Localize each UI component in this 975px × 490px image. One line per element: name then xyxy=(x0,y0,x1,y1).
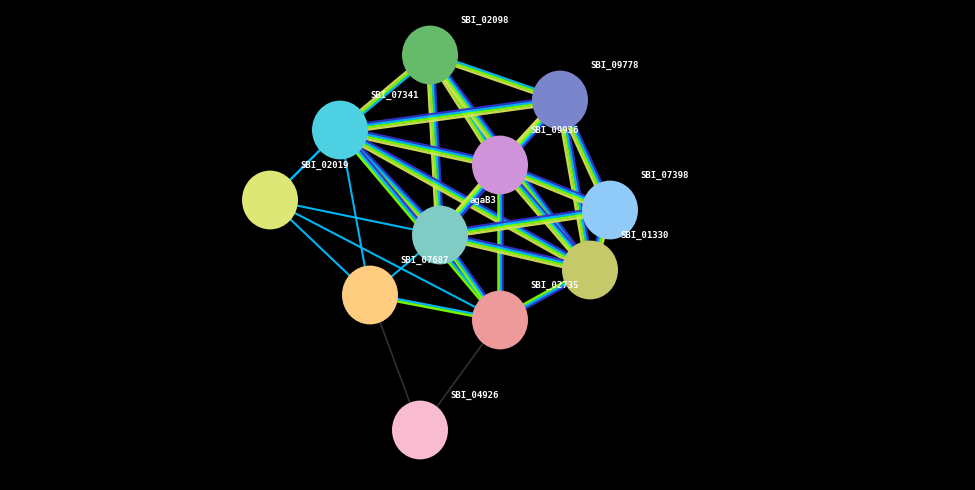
Ellipse shape xyxy=(472,136,528,195)
Ellipse shape xyxy=(312,100,368,159)
Text: SBI_09936: SBI_09936 xyxy=(530,126,578,135)
Ellipse shape xyxy=(412,206,468,265)
Text: SBI_02735: SBI_02735 xyxy=(530,281,578,290)
Text: SBI_02019: SBI_02019 xyxy=(300,161,348,170)
Text: agaB3: agaB3 xyxy=(470,196,497,205)
Text: SBI_04926: SBI_04926 xyxy=(450,391,498,400)
Ellipse shape xyxy=(402,25,458,84)
Ellipse shape xyxy=(392,401,448,460)
Text: SBI_07398: SBI_07398 xyxy=(640,171,688,180)
Text: SBI_01330: SBI_01330 xyxy=(620,231,669,240)
Ellipse shape xyxy=(472,291,528,349)
Ellipse shape xyxy=(562,241,618,299)
Text: SBI_02098: SBI_02098 xyxy=(460,16,508,25)
Ellipse shape xyxy=(342,266,398,324)
Ellipse shape xyxy=(242,171,298,229)
Text: SBI_07341: SBI_07341 xyxy=(370,91,418,100)
Ellipse shape xyxy=(532,71,588,129)
Ellipse shape xyxy=(582,181,638,240)
Text: SBI_07687: SBI_07687 xyxy=(400,256,449,265)
Text: SBI_09778: SBI_09778 xyxy=(590,61,639,70)
